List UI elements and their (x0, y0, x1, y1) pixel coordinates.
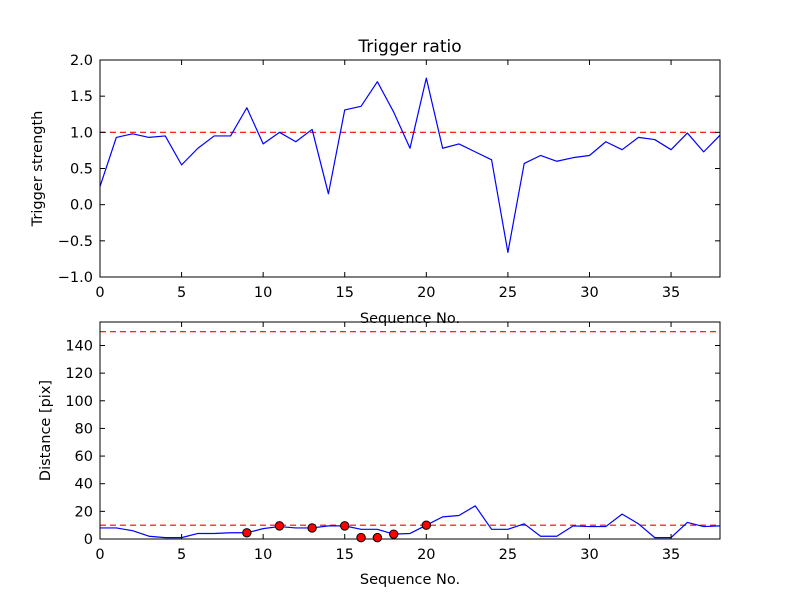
distance-marks (100, 331, 720, 539)
marker-point (372, 532, 383, 543)
y-tick-label: 80 (75, 421, 93, 437)
x-tick-label: 20 (417, 285, 435, 301)
marker-point (356, 532, 366, 543)
x-tick-label: 5 (177, 285, 186, 301)
x-tick-label: 15 (336, 285, 354, 301)
y-axis-label: Trigger strength (30, 111, 46, 228)
y-tick-label: −1.0 (58, 270, 93, 286)
y-tick-label: −0.5 (58, 234, 93, 250)
distance-plot: 0 5 10 15 20 25 30 35 0 20 40 60 80 100 120 140 Sequen… (38, 321, 721, 588)
trigger-ratio-marks (100, 77, 720, 254)
x-axis-ticks: 0 5 10 15 20 25 30 35 (95, 322, 680, 563)
x-tick-label: 0 (95, 547, 104, 563)
x-tick-label: 0 (95, 285, 104, 301)
x-tick-label: 10 (254, 547, 272, 563)
x-tick-label: 30 (580, 547, 598, 563)
y-tick-label: 0 (84, 532, 93, 548)
x-tick-label: 25 (499, 547, 517, 563)
y-tick-label: 2.0 (70, 53, 93, 69)
x-tick-label: 20 (417, 547, 435, 563)
y-tick-label: 0.5 (70, 162, 93, 178)
y-tick-label: 1.0 (70, 125, 93, 141)
y-tick-label: 20 (75, 504, 93, 520)
x-axis-label: Sequence No. (360, 311, 460, 327)
y-tick-label: 100 (65, 394, 93, 410)
marker-point (307, 523, 317, 533)
y-axis-ticks: 0 20 40 60 80 100 120 140 (65, 338, 720, 548)
y-tick-label: 1.5 (70, 89, 93, 105)
marker-point (388, 529, 399, 539)
y-tick-label: 140 (65, 338, 93, 354)
trigger-ratio-plot: Trigger ratio 0 5 10 15 20 25 30 35 −1.0 −0.5 0.0… (30, 37, 721, 327)
x-tick-label: 30 (580, 285, 598, 301)
y-tick-label: 120 (65, 366, 93, 382)
plot-frame (99, 321, 721, 540)
x-axis-ticks: 0 5 10 15 20 25 30 35 (95, 60, 680, 301)
y-tick-label: 0.0 (70, 198, 93, 214)
chart-title: Trigger ratio (357, 37, 461, 57)
x-tick-label: 35 (662, 547, 680, 563)
series-line-0 (100, 505, 720, 539)
marker-point (340, 521, 350, 531)
y-tick-label: 60 (75, 449, 93, 465)
y-axis-label: Distance [pix] (38, 380, 54, 481)
x-tick-label: 15 (336, 547, 354, 563)
marker-point (421, 520, 432, 530)
marker-point (274, 521, 285, 531)
x-axis-label: Sequence No. (360, 572, 460, 588)
series-line-0 (100, 77, 720, 254)
y-axis-ticks: −1.0 −0.5 0.0 0.5 1.0 1.5 2.0 (58, 53, 720, 286)
y-tick-label: 40 (75, 477, 93, 493)
marker-point (242, 528, 252, 538)
x-tick-label: 10 (254, 285, 272, 301)
x-tick-label: 25 (499, 285, 517, 301)
x-tick-label: 35 (662, 285, 680, 301)
x-tick-label: 5 (177, 547, 186, 563)
